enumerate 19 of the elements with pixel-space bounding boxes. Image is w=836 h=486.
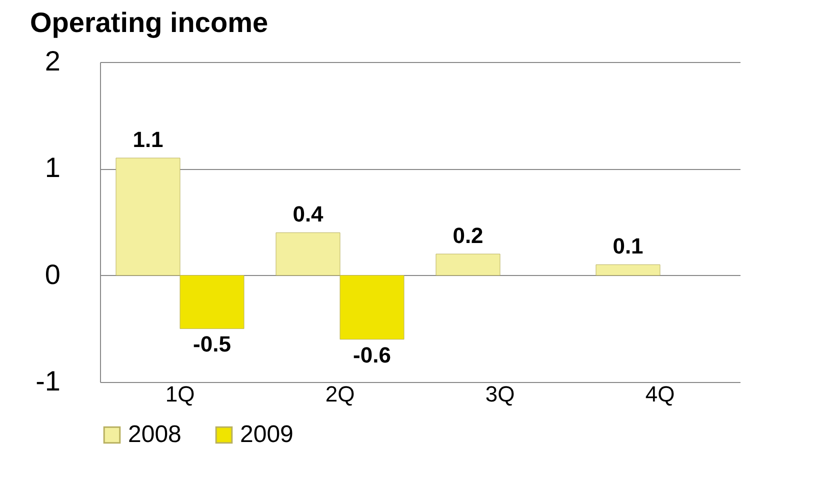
x-tick-label: 4Q <box>645 382 675 406</box>
legend-label: 2009 <box>240 421 294 448</box>
y-tick-label: 2 <box>44 46 60 76</box>
data-label: 1.1 <box>132 127 164 152</box>
data-label: 0.2 <box>452 223 484 248</box>
y-tick-label: 0 <box>44 258 60 290</box>
x-tick-label: 3Q <box>485 382 515 406</box>
data-label: 0.1 <box>612 234 644 259</box>
data-label: -0.5 <box>193 332 231 357</box>
data-label: 0.4 <box>292 202 324 227</box>
data-label: -0.6 <box>353 342 391 368</box>
legend-label: 2008 <box>128 421 182 448</box>
bar <box>596 264 660 276</box>
y-tick-label: -1 <box>36 366 60 396</box>
x-tick-label: 1Q <box>165 382 195 406</box>
y-tick-label: 1 <box>44 152 60 184</box>
bar <box>436 254 500 276</box>
chart-title: Operating income <box>30 7 268 38</box>
x-tick-label: 2Q <box>325 382 355 406</box>
